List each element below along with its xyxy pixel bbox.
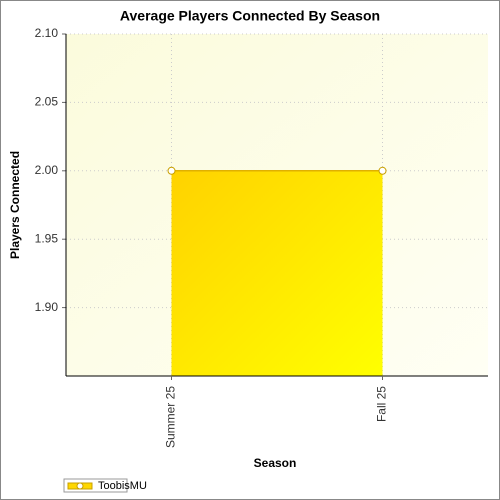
y-tick-label: 2.00 xyxy=(35,163,59,177)
y-tick-label: 2.10 xyxy=(35,26,59,40)
y-axis-label: Players Connected xyxy=(8,151,22,259)
x-tick-label: Summer 25 xyxy=(164,386,178,448)
point xyxy=(167,166,176,175)
point xyxy=(378,166,387,175)
area xyxy=(171,170,383,376)
x-axis-label: Season xyxy=(254,456,297,470)
legend-marker xyxy=(76,482,84,490)
chart-title: Average Players Connected By Season xyxy=(120,8,380,24)
legend-label: ToobisMU xyxy=(98,480,147,492)
x-tick-label: Fall 25 xyxy=(375,386,389,422)
y-tick-label: 2.05 xyxy=(35,95,59,109)
y-tick-label: 1.95 xyxy=(35,231,59,245)
y-tick-label: 1.90 xyxy=(35,300,59,314)
